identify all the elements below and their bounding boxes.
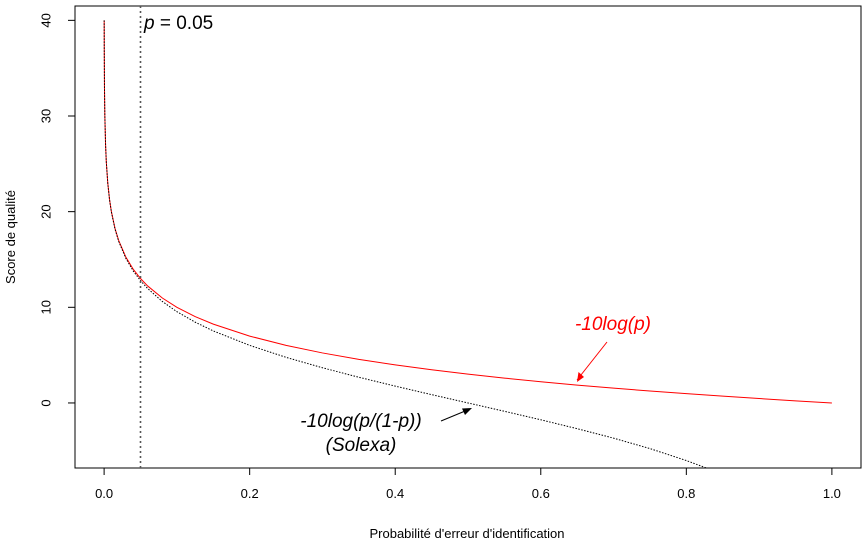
y-axis-title: Score de qualité xyxy=(3,190,18,284)
y-tick-label: 20 xyxy=(39,204,54,218)
x-tick-label: 0.4 xyxy=(386,486,404,501)
axes xyxy=(74,5,862,469)
p-threshold-var: p xyxy=(143,13,155,34)
y-tick-label: 10 xyxy=(39,300,54,314)
x-tick-label: 1.0 xyxy=(823,486,841,501)
annotation-layer: p = 0.05 -10log(p) -10log(p/(1-p)) (Sole… xyxy=(143,13,651,456)
black-series-sublabel: (Solexa) xyxy=(326,435,397,456)
series-layer xyxy=(103,6,832,468)
black-series-label: -10log(p/(1-p)) xyxy=(300,411,421,432)
p-threshold-label: p = 0.05 xyxy=(143,13,213,34)
series-line-solexa xyxy=(103,20,707,468)
red-series-label: -10log(p) xyxy=(575,314,651,335)
x-tick-label: 0.8 xyxy=(677,486,695,501)
red-arrow-head xyxy=(577,372,584,382)
black-arrow-head xyxy=(462,408,472,415)
y-tick-label: 40 xyxy=(39,13,54,27)
red-arrow-line xyxy=(576,341,608,381)
y-tick-label: 0 xyxy=(39,399,54,406)
x-axis-title: Probabilité d'erreur d'identification xyxy=(369,526,564,541)
x-tick-label: 0.2 xyxy=(241,486,259,501)
plot-frame xyxy=(74,5,862,469)
x-tick-label: 0.0 xyxy=(95,486,113,501)
p-threshold-value: = 0.05 xyxy=(155,13,214,34)
series-line-neg-log-p xyxy=(103,20,832,404)
y-tick-label: 30 xyxy=(39,109,54,123)
x-axis: 0.0 0.2 0.4 0.6 0.8 1.0 xyxy=(95,467,841,501)
x-tick-label: 0.6 xyxy=(532,486,550,501)
y-axis: 0 10 20 30 40 xyxy=(39,13,76,407)
